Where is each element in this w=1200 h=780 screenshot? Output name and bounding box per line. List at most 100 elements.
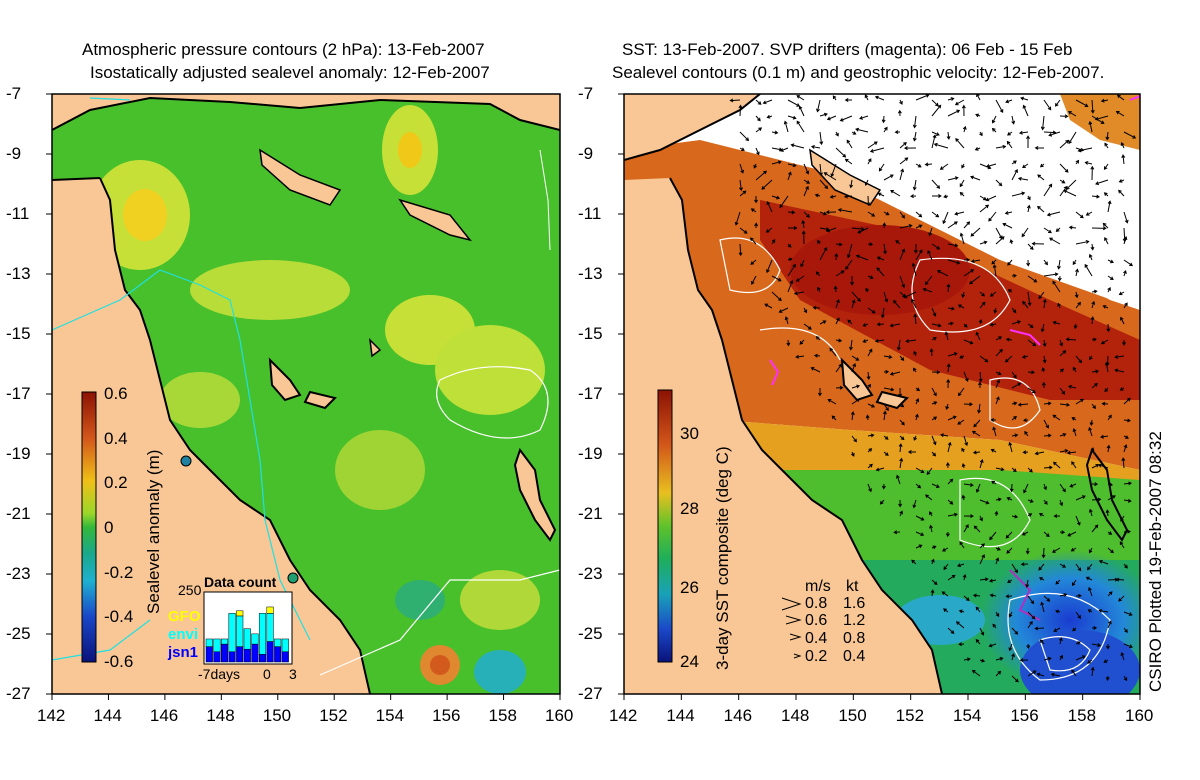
velocity-arrow <box>942 211 949 225</box>
left-y-tick-label: -9 <box>6 144 22 163</box>
velocity-arrow <box>931 370 941 375</box>
velocity-arrow <box>738 243 743 257</box>
velocity-arrow <box>1009 239 1014 245</box>
inset-x-label-start: -7days <box>198 666 241 682</box>
velocity-arrow <box>798 105 805 117</box>
velocity-arrow <box>762 99 773 105</box>
velocity-arrow <box>1088 426 1093 437</box>
inset-bar-jsn1 <box>213 651 221 663</box>
velocity-arrow <box>813 353 821 358</box>
velocity-arrow <box>754 222 759 229</box>
velocity-arrow <box>959 232 965 245</box>
velocity-arrow <box>867 242 874 247</box>
velocity-arrow <box>1048 131 1061 137</box>
velocity-arrow <box>927 249 933 261</box>
velocity-arrow <box>1059 402 1071 407</box>
velocity-arrow <box>771 275 782 282</box>
velocity-arrow <box>878 163 885 172</box>
velocity-arrow <box>972 593 981 598</box>
velocity-arrow <box>947 512 958 517</box>
velocity-arrow <box>1059 163 1069 173</box>
velocity-arrow <box>1052 414 1061 421</box>
velocity-arrow <box>864 179 869 186</box>
velocity-arrow <box>896 474 901 485</box>
velocity-arrow <box>915 211 923 218</box>
left-y-tick-label: -13 <box>6 264 31 283</box>
velocity-arrow <box>819 163 823 177</box>
velocity-arrow <box>1059 499 1064 507</box>
velocity-arrow <box>979 459 984 469</box>
velocity-arrow <box>1107 286 1111 293</box>
inset-bar-envi <box>266 613 274 642</box>
velocity-arrow <box>783 120 789 133</box>
velocity-arrow <box>739 179 743 192</box>
velocity-arrow <box>1105 131 1110 141</box>
velocity-legend-kt-2: 0.8 <box>843 630 866 647</box>
sst-tick-26: 26 <box>680 578 699 597</box>
velocity-arrow <box>879 499 885 505</box>
velocity-legend-ms-0: 0.8 <box>805 595 828 612</box>
velocity-arrow <box>755 99 762 105</box>
velocity-arrow <box>1011 563 1018 574</box>
velocity-arrow <box>845 259 853 270</box>
velocity-arrow <box>1043 419 1049 429</box>
velocity-arrow <box>1065 337 1077 342</box>
velocity-arrow <box>913 367 917 373</box>
velocity-arrow <box>787 279 794 293</box>
velocity-arrow <box>975 113 981 118</box>
left-y-tick-label: -15 <box>6 324 31 343</box>
velocity-arrow <box>1056 259 1061 270</box>
velocity-arrow <box>865 287 869 293</box>
sst-tick-28: 28 <box>680 499 699 518</box>
velocity-arrow <box>803 179 811 184</box>
velocity-arrow <box>1026 204 1031 213</box>
velocity-arrow <box>1088 120 1093 133</box>
velocity-arrow <box>766 114 773 119</box>
velocity-arrow <box>1098 463 1109 469</box>
velocity-arrow <box>1118 189 1125 197</box>
velocity-arrow <box>835 298 840 309</box>
velocity-arrow <box>881 483 886 490</box>
left-x-tick-label: 150 <box>262 706 292 725</box>
velocity-arrow <box>883 243 888 255</box>
velocity-arrow <box>755 170 767 181</box>
velocity-arrow <box>947 321 954 326</box>
velocity-arrow <box>995 99 1004 114</box>
left-y-tick-label: -7 <box>6 84 22 103</box>
velocity-arrow <box>801 219 806 229</box>
left-title-line1: Atmospheric pressure contours (2 hPa): 1… <box>82 40 485 59</box>
velocity-arrow <box>867 211 876 217</box>
velocity-arrow <box>849 339 853 351</box>
velocity-arrow <box>1106 444 1111 453</box>
velocity-arrow <box>1059 432 1067 437</box>
velocity-arrow <box>1067 531 1077 537</box>
velocity-arrow <box>1107 620 1112 629</box>
velocity-arrow <box>855 127 869 133</box>
velocity-arrow <box>1090 99 1095 114</box>
left-y-tick-label: -11 <box>6 204 30 223</box>
velocity-arrow <box>1105 675 1110 681</box>
velocity-arrow <box>1088 586 1093 597</box>
velocity-arrow <box>1104 236 1109 245</box>
velocity-arrow <box>1036 672 1045 677</box>
velocity-arrow <box>1023 418 1029 423</box>
inset-bar-envi <box>274 638 282 647</box>
velocity-arrow <box>975 606 981 613</box>
velocity-arrow <box>1059 139 1070 149</box>
velocity-arrow <box>912 115 917 129</box>
velocity-arrow <box>1090 316 1095 325</box>
velocity-arrow <box>1102 222 1109 229</box>
velocity-arrow <box>823 172 837 181</box>
velocity-arrow <box>931 451 937 457</box>
right-title-line2: Sealevel contours (0.1 m) and geostrophi… <box>612 63 1105 82</box>
velocity-arrow <box>959 541 965 549</box>
velocity-arrow <box>978 371 983 383</box>
velocity-arrow <box>1088 508 1093 517</box>
velocity-arrow <box>787 210 796 215</box>
velocity-arrow <box>753 163 758 169</box>
velocity-arrow <box>913 350 917 357</box>
velocity-arrow <box>943 194 949 199</box>
velocity-arrow <box>989 593 997 598</box>
velocity-arrow <box>738 104 743 117</box>
velocity-arrow <box>972 450 981 455</box>
